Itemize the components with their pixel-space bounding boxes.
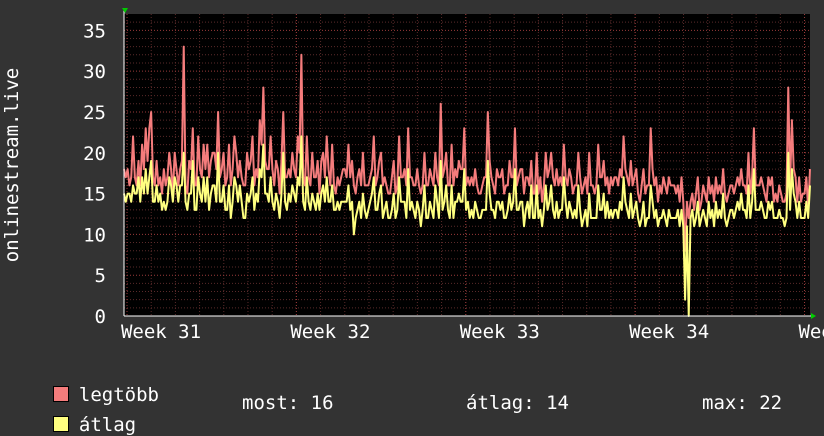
legend-item-avg: átlag: [30, 392, 136, 436]
legend-swatch-max: [52, 386, 69, 402]
series-line-max: [123, 45, 811, 252]
y-axis-arrow-icon: [122, 8, 128, 13]
stat-now-value: 16: [310, 392, 334, 414]
series-layer: [123, 45, 811, 317]
x-tick-label: Week 35: [798, 321, 824, 343]
stat-max-label: max:: [702, 392, 748, 414]
stat-avg-value: 14: [546, 392, 569, 414]
stat-avg: átlag: 14: [466, 392, 569, 414]
x-axis-arrow-icon: [811, 313, 816, 319]
y-tick-label: 5: [95, 265, 106, 287]
x-tick-label: Week 34: [629, 321, 709, 343]
legend-label-max: legtöbb: [78, 384, 159, 406]
stat-now-label: most:: [242, 392, 300, 414]
y-tick-label: 35: [83, 20, 106, 42]
x-tick-labels: Week 31 Week 32 Week 33 Week 34 Week 35: [121, 321, 824, 343]
y-axis-title: onlinestream.live: [1, 68, 23, 262]
stat-max-value: 22: [759, 392, 783, 414]
y-tick-label: 0: [95, 306, 106, 328]
y-tick-label: 10: [83, 224, 106, 246]
legend-item-max: legtöbb: [30, 362, 159, 406]
plot-background: [124, 14, 810, 316]
series-line-avg: [123, 135, 811, 317]
stat-now: most: 16: [242, 392, 334, 414]
x-tick-label: Week 33: [460, 321, 540, 343]
y-tick-label: 30: [83, 61, 106, 83]
x-tick-label: Week 31: [121, 321, 201, 343]
y-tick-labels: 0 5 10 15 20 25 30 35: [83, 20, 106, 328]
x-tick-label: Week 32: [290, 321, 370, 343]
stat-max: max: 22: [702, 392, 782, 414]
axes: [123, 10, 812, 317]
y-tick-label: 15: [83, 184, 106, 206]
legend-label-avg: átlag: [78, 414, 137, 436]
stat-avg-label: átlag:: [466, 392, 535, 414]
y-tick-label: 20: [83, 143, 106, 165]
y-tick-label: 25: [83, 102, 106, 124]
